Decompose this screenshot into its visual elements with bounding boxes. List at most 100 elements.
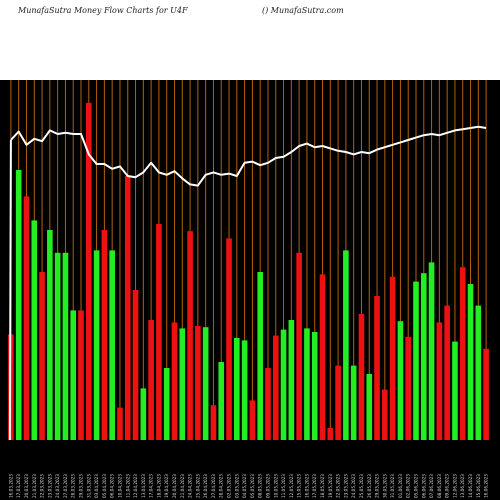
x-tick-label: 22,03,2023 <box>40 474 45 498</box>
money-flow-bar <box>85 102 92 441</box>
money-flow-bar <box>101 230 108 440</box>
money-flow-bar <box>15 170 22 440</box>
x-tick-label: 03,04,2023 <box>94 474 99 498</box>
chart-header-site: () MunafaSutra.com <box>262 6 344 15</box>
money-flow-bar <box>132 290 139 440</box>
x-tick-label: 16,05,2023 <box>304 474 309 498</box>
money-flow-bar <box>54 252 61 440</box>
x-tick-label: 12,06,2023 <box>452 474 457 498</box>
money-flow-bar <box>163 368 170 440</box>
money-flow-bar <box>335 365 341 440</box>
money-flow-bar <box>327 428 334 440</box>
money-flow-bar <box>148 320 154 440</box>
money-flow-bar <box>420 273 427 440</box>
x-tick-label: 17,04,2023 <box>149 474 154 498</box>
money-flow-bar <box>475 305 482 440</box>
money-flow-bar <box>93 250 100 440</box>
x-tick-label: 04,05,2023 <box>242 474 247 498</box>
money-flow-bar <box>304 328 310 440</box>
money-flow-bar <box>428 262 435 440</box>
money-flow-bar <box>47 230 53 440</box>
money-flow-bar <box>156 224 162 440</box>
x-tick-label: 05,06,2023 <box>413 474 418 498</box>
money-flow-bar <box>296 252 302 440</box>
x-tick-label: 24,03,2023 <box>55 474 60 498</box>
x-tick-label: 11,04,2023 <box>125 474 130 498</box>
x-tick-label: 31,03,2023 <box>86 474 91 498</box>
money-flow-bar <box>218 362 225 440</box>
money-flow-bar <box>109 250 115 440</box>
x-tick-label: 15,05,2023 <box>297 474 302 498</box>
money-flow-bar <box>389 276 396 440</box>
x-tick-label: 19,05,2023 <box>328 474 333 498</box>
x-tick-label: 20,03,2023 <box>24 474 29 498</box>
money-flow-bar <box>444 305 450 440</box>
x-tick-label: 15,06,2023 <box>476 474 481 498</box>
money-flow-bar <box>124 176 131 440</box>
money-flow-bar <box>140 388 147 440</box>
money-flow-bar <box>397 321 404 440</box>
x-tick-label: 22,05,2023 <box>336 474 341 498</box>
money-flow-bar <box>319 274 326 440</box>
x-tick-label: 24,05,2023 <box>351 474 356 498</box>
money-flow-bar <box>23 196 30 440</box>
x-tick-label: 18,05,2023 <box>320 474 325 498</box>
money-flow-bar <box>280 329 287 440</box>
x-tick-label: 27,03,2023 <box>63 474 68 498</box>
x-tick-label: 30,05,2023 <box>382 474 387 498</box>
x-tick-label: 12,05,2023 <box>289 474 294 498</box>
x-tick-label: 10,05,2023 <box>273 474 278 498</box>
x-tick-label: 02,05,2023 <box>227 474 232 498</box>
x-tick-label: 21,04,2023 <box>180 474 185 498</box>
money-flow-bar <box>78 310 84 440</box>
money-flow-bar <box>241 340 248 440</box>
price-line-start <box>8 139 12 441</box>
x-tick-label: 09,05,2023 <box>265 474 270 498</box>
x-tick-label: 31,05,2023 <box>390 474 395 498</box>
x-tick-label: 08,05,2023 <box>258 474 263 498</box>
money-flow-bar <box>288 320 295 440</box>
x-tick-label: 20,04,2023 <box>172 474 177 498</box>
money-flow-bar <box>179 328 186 440</box>
x-tick-label: 06,06,2023 <box>421 474 426 498</box>
x-tick-label: 16,03,2023 <box>8 474 13 498</box>
money-flow-bar <box>202 327 209 440</box>
money-flow-bar <box>31 220 38 440</box>
money-flow-bar <box>265 368 271 440</box>
x-tick-label: 12,04,2023 <box>133 474 138 498</box>
money-flow-bar <box>366 374 373 440</box>
chart-header-title: MunafaSutra Money Flow Charts for U4F <box>18 6 188 15</box>
money-flow-bar <box>226 238 232 440</box>
money-flow-bar <box>249 400 256 440</box>
x-tick-label: 29,03,2023 <box>79 474 84 498</box>
money-flow-bar <box>210 405 217 440</box>
money-flow-bar <box>413 281 419 440</box>
money-flow-bar <box>311 332 318 440</box>
money-flow-bar <box>117 407 123 440</box>
x-tick-label: 25,05,2023 <box>359 474 364 498</box>
x-tick-label: 02,06,2023 <box>406 474 411 498</box>
money-flow-bar <box>234 338 240 440</box>
money-flow-bar <box>374 296 380 440</box>
x-tick-label: 24,04,2023 <box>188 474 193 498</box>
x-tick-label: 29,05,2023 <box>375 474 380 498</box>
x-tick-label: 26,04,2023 <box>203 474 208 498</box>
money-flow-bar <box>358 314 365 440</box>
money-flow-bar <box>39 272 45 440</box>
money-flow-bar <box>257 272 263 440</box>
money-flow-bar <box>70 310 77 440</box>
x-tick-label: 07,06,2023 <box>429 474 434 498</box>
money-flow-bar <box>171 322 178 440</box>
money-flow-bar <box>405 336 412 440</box>
x-tick-label: 09,06,2023 <box>445 474 450 498</box>
money-flow-bar <box>272 335 279 440</box>
x-tick-label: 28,04,2023 <box>219 474 224 498</box>
x-tick-label: 23,05,2023 <box>343 474 348 498</box>
x-tick-label: 17,03,2023 <box>16 474 21 498</box>
x-tick-label: 10,04,2023 <box>117 474 122 498</box>
money-flow-bar <box>382 389 388 440</box>
x-tick-label: 26,05,2023 <box>367 474 372 498</box>
price-line <box>10 125 487 187</box>
money-flow-bar <box>467 284 474 440</box>
x-tick-label: 18,04,2023 <box>156 474 161 498</box>
